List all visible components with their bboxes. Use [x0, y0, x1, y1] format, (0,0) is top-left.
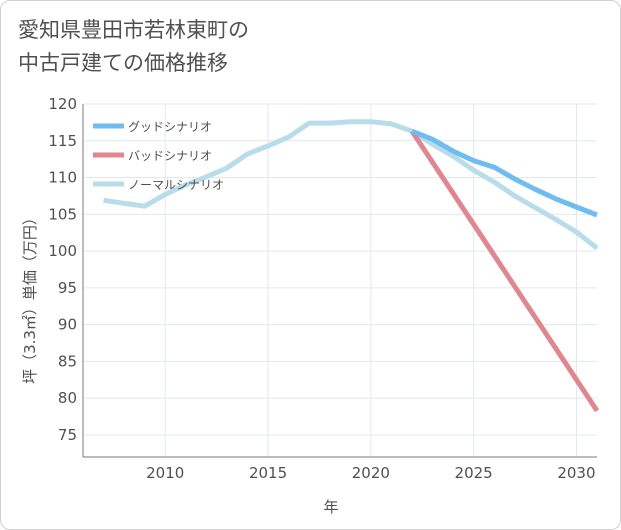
- axes: 75 80 85 90 95 100 105 110 115 120 2010 2015 2020 202…: [48, 95, 597, 482]
- x-tick-label-2015: 2015: [249, 464, 287, 482]
- y-tick-label-85: 85: [58, 352, 77, 370]
- y-tick-label-105: 105: [48, 205, 77, 223]
- y-tick-label-95: 95: [58, 279, 77, 297]
- x-tick-label-2025: 2025: [455, 464, 493, 482]
- y-axis-label: 坪（3.3㎡）単価（万円）: [21, 210, 39, 384]
- y-tick-label-80: 80: [58, 389, 77, 407]
- chart-title: 愛知県豊田市若林東町の 中古戸建ての価格推移: [18, 14, 418, 80]
- y-tick-label-75: 75: [58, 426, 77, 444]
- grid: [83, 103, 597, 457]
- legend-label-good: グッドシナリオ: [128, 120, 212, 134]
- x-tick-label-2020: 2020: [352, 464, 390, 482]
- x-tick-label-2010: 2010: [146, 464, 184, 482]
- legend-label-normal: ノーマルシナリオ: [128, 178, 224, 192]
- x-tick-label-2030: 2030: [557, 464, 595, 482]
- y-tick-label-100: 100: [48, 242, 77, 260]
- series-line-normal: [103, 119, 599, 251]
- y-tick-label-110: 110: [48, 169, 77, 187]
- series-line-good: [411, 128, 598, 218]
- y-tick-label-90: 90: [58, 316, 77, 334]
- x-axis-label: 年: [323, 498, 338, 516]
- y-tick-label-120: 120: [48, 95, 77, 113]
- series-line-bad: [409, 129, 600, 413]
- y-tick-label-115: 115: [48, 132, 77, 150]
- title-line-1: 愛知県豊田市若林東町の: [18, 18, 249, 42]
- title-line-2: 中古戸建ての価格推移: [18, 51, 228, 75]
- legend-label-bad: バッドシナリオ: [128, 149, 212, 163]
- series-lines: [103, 119, 600, 413]
